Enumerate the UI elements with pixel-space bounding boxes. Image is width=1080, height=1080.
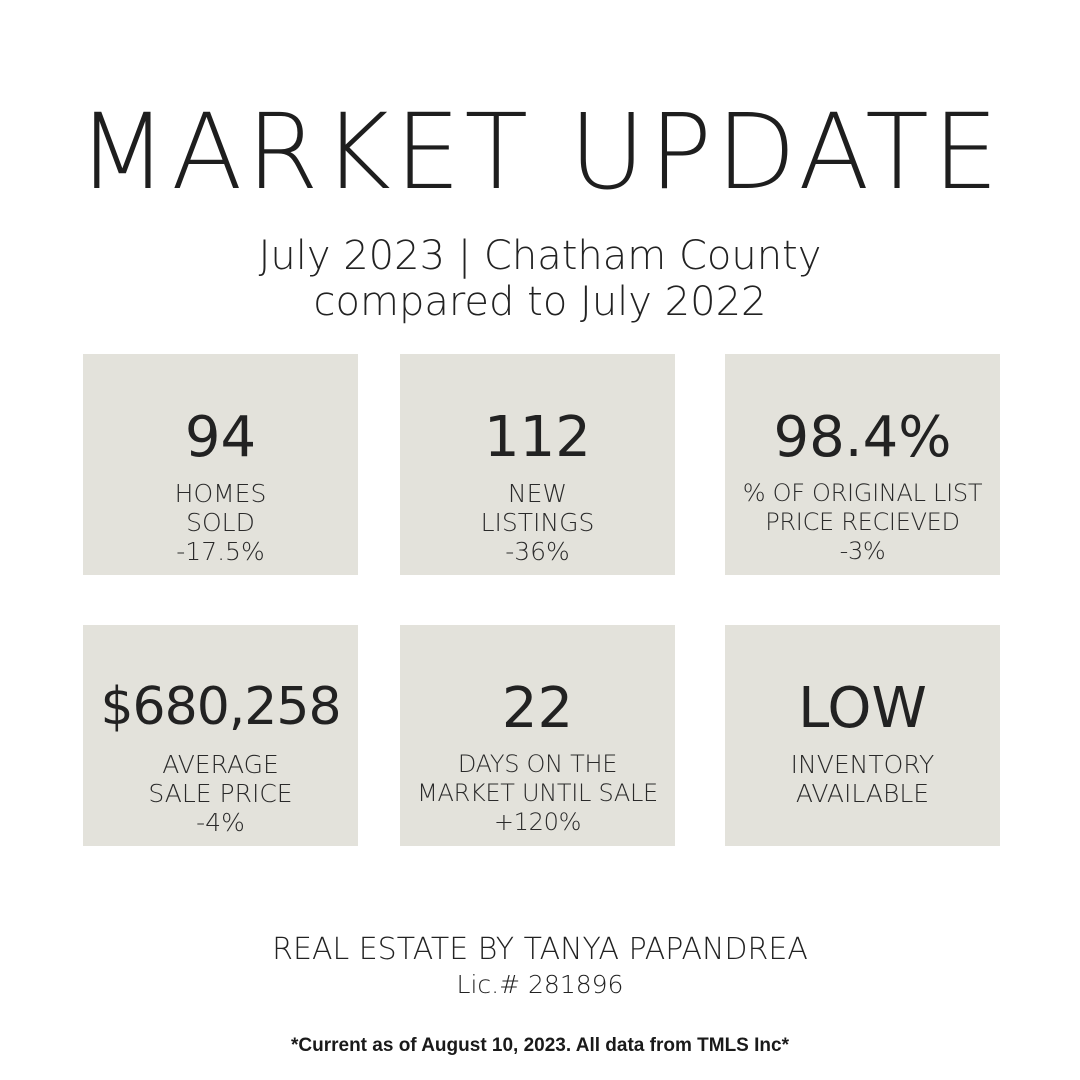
stat-label-line: % OF ORIGINAL LIST xyxy=(742,479,983,507)
stat-label-line: PRICE RECIEVED xyxy=(765,508,960,536)
stat-change: -17.5% xyxy=(176,537,265,566)
subtitle-date-location: July 2023 | Chatham County xyxy=(258,233,822,279)
stat-value: 22 xyxy=(501,676,574,741)
stat-change: +120% xyxy=(493,808,582,836)
stat-change: -4% xyxy=(196,808,245,837)
stat-label-line: NEW xyxy=(507,479,568,508)
stat-label: DAYS ON THE MARKET UNTIL SALE +120% xyxy=(400,750,675,837)
agent-name: REAL ESTATE BY TANYA PAPANDREA xyxy=(272,932,808,967)
stat-card-new-listings: 112 NEW LISTINGS -36% xyxy=(400,354,675,575)
stat-card-list-price-received: 98.4% % OF ORIGINAL LIST PRICE RECIEVED … xyxy=(725,354,1000,575)
license-number: Lic.# 281896 xyxy=(456,970,624,999)
stat-card-days-on-market: 22 DAYS ON THE MARKET UNTIL SALE +120% xyxy=(400,625,675,846)
stat-label-line: SOLD xyxy=(186,508,255,537)
stat-value: 98.4% xyxy=(773,405,952,470)
stat-label: INVENTORY AVAILABLE xyxy=(725,750,1000,808)
stat-label-line: HOMES xyxy=(174,479,267,508)
stat-label-line: LISTINGS xyxy=(480,508,595,537)
stat-card-inventory: LOW INVENTORY AVAILABLE xyxy=(725,625,1000,846)
stat-value: LOW xyxy=(798,676,927,741)
stat-label-line: AVERAGE xyxy=(162,750,279,779)
stat-label-line: AVAILABLE xyxy=(795,779,930,808)
stat-label: AVERAGE SALE PRICE -4% xyxy=(83,750,358,837)
page-title: MARKET UPDATE xyxy=(77,91,1003,213)
stat-label: NEW LISTINGS -36% xyxy=(400,479,675,566)
stat-change: -3% xyxy=(839,537,886,565)
stat-label-line: SALE PRICE xyxy=(148,779,293,808)
subtitle-comparison: compared to July 2022 xyxy=(313,279,767,325)
stat-label-line: INVENTORY xyxy=(790,750,935,779)
stat-value: 112 xyxy=(484,405,591,470)
stat-card-homes-sold: 94 HOMES SOLD -17.5% xyxy=(83,354,358,575)
stat-card-average-sale-price: $680,258 AVERAGE SALE PRICE -4% xyxy=(83,625,358,846)
stat-label-line: DAYS ON THE xyxy=(457,750,618,778)
stat-change: -36% xyxy=(505,537,570,566)
stat-label-line: MARKET UNTIL SALE xyxy=(417,779,658,807)
data-source-footnote: *Current as of August 10, 2023. All data… xyxy=(291,1035,789,1056)
stat-value: 94 xyxy=(184,405,257,470)
stat-value: $680,258 xyxy=(100,677,341,737)
stat-label: HOMES SOLD -17.5% xyxy=(83,479,358,566)
stat-label: % OF ORIGINAL LIST PRICE RECIEVED -3% xyxy=(725,479,1000,566)
